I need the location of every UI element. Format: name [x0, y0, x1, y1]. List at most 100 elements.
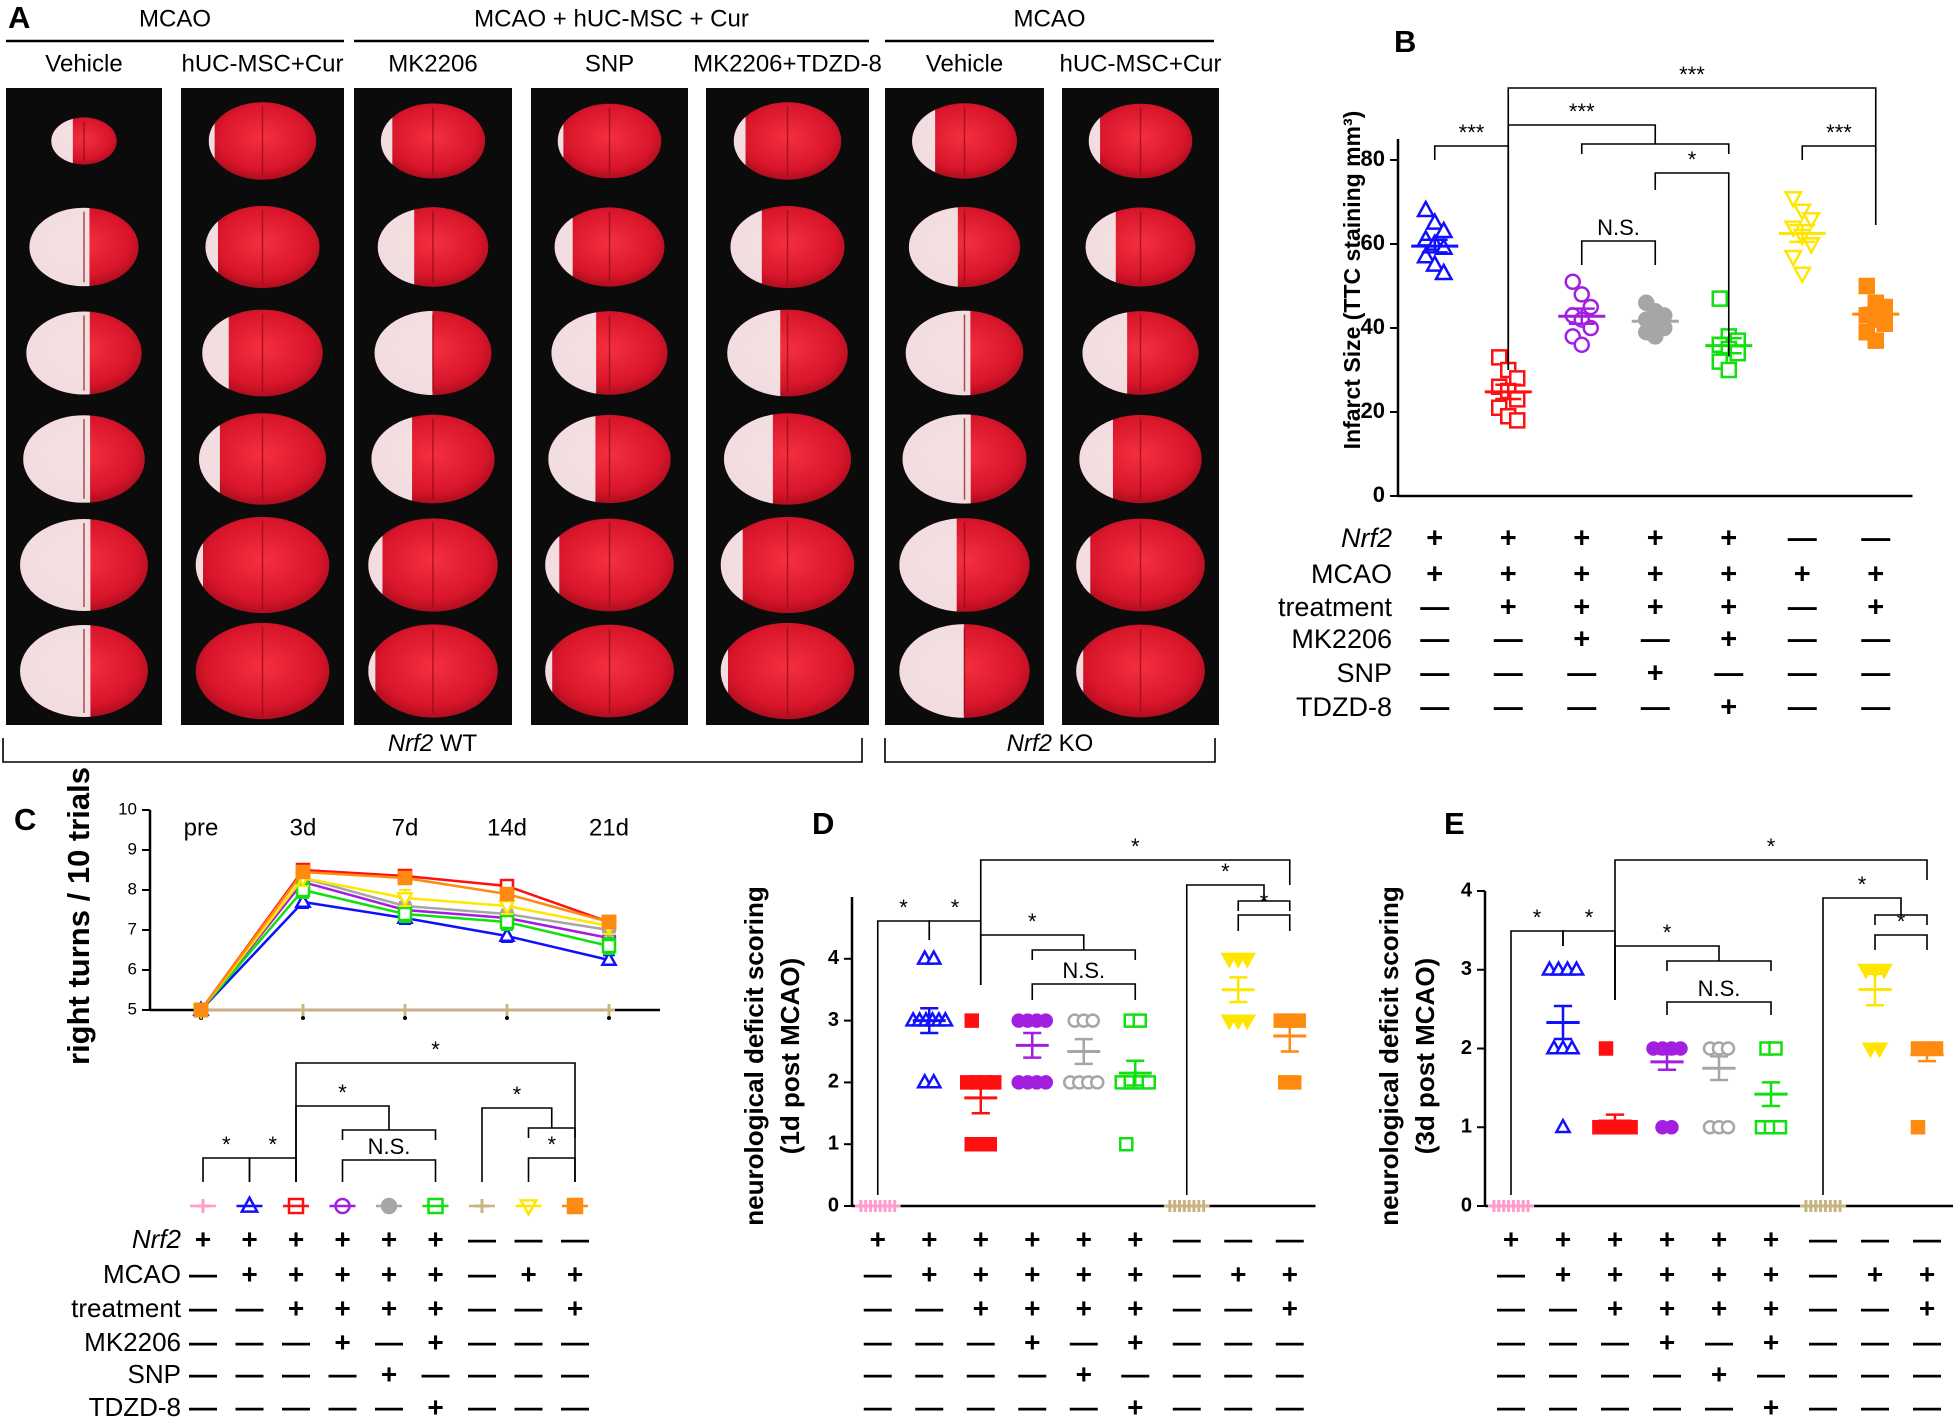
x-tick — [607, 1016, 611, 1020]
row-label: MK2206 — [84, 1327, 181, 1357]
significance-bracket — [1031, 983, 1137, 1000]
table-sign: — — [282, 1358, 310, 1389]
table-sign: + — [1024, 1223, 1040, 1254]
data-point — [1038, 1013, 1053, 1028]
data-point — [1720, 361, 1737, 379]
table-sign: — — [1173, 1326, 1201, 1357]
row-label: MCAO — [103, 1259, 181, 1289]
table-sign: — — [1224, 1292, 1252, 1323]
table-sign: + — [195, 1223, 211, 1254]
data-point — [1801, 211, 1822, 230]
data-point — [294, 892, 312, 909]
table-sign: + — [1573, 592, 1590, 624]
data-point — [396, 891, 414, 908]
table-sign: — — [1494, 658, 1523, 690]
table-sign: — — [1601, 1326, 1629, 1357]
significance-label: N.S. — [1698, 976, 1741, 1001]
y-tick-label: 2 — [1461, 1037, 1472, 1059]
significance-bracket — [1614, 859, 1928, 1000]
table-sign: — — [375, 1326, 403, 1357]
data-point — [1711, 290, 1728, 307]
x-tick — [505, 1016, 509, 1020]
table-sign: — — [1641, 624, 1670, 656]
significance-bracket — [1666, 1001, 1772, 1015]
table-sign: — — [468, 1358, 496, 1389]
table-sign: + — [1720, 559, 1737, 591]
table-sign: — — [1224, 1358, 1252, 1389]
error-bar — [971, 1081, 990, 1115]
row-label: Nrf2 — [132, 1224, 182, 1254]
table-sign: — — [1861, 523, 1890, 555]
data-point — [1564, 273, 1581, 291]
y-axis-label: neurological deficit scoring — [1374, 886, 1404, 1226]
table-sign: + — [1573, 559, 1590, 591]
table-sign: — — [1420, 692, 1449, 724]
table-sign: + — [1711, 1223, 1727, 1254]
table-sign: — — [1420, 624, 1449, 656]
table-sign: + — [334, 1223, 350, 1254]
data-point — [601, 914, 617, 930]
significance-label: * — [1858, 872, 1867, 897]
table-sign: — — [1224, 1391, 1252, 1422]
table-sign: + — [1127, 1292, 1143, 1323]
table-sign: — — [864, 1258, 892, 1289]
table-sign: + — [1500, 592, 1517, 624]
table-sign: + — [567, 1292, 583, 1323]
error-bar — [1657, 1052, 1677, 1072]
infarct-area — [1076, 624, 1084, 718]
panel-letter: B — [1394, 24, 1416, 59]
photo-background — [706, 88, 869, 725]
x-category-label: pre — [184, 814, 219, 841]
data-point — [1238, 952, 1256, 969]
table-sign: + — [973, 1223, 989, 1254]
table-sign: + — [427, 1391, 443, 1422]
error-bar — [1568, 307, 1595, 326]
table-sign: + — [1024, 1258, 1040, 1289]
row-label: SNP — [1336, 658, 1392, 688]
data-point — [1424, 254, 1445, 272]
significance-bracket — [979, 859, 1291, 985]
table-sign: — — [1549, 1358, 1577, 1389]
table-sign: — — [1494, 624, 1523, 656]
table-sign: — — [1809, 1326, 1837, 1357]
infarct-area — [380, 103, 393, 179]
table-sign: — — [1121, 1358, 1149, 1389]
significance-bracket — [1237, 914, 1291, 931]
table-sign: — — [1861, 1326, 1889, 1357]
significance-label: N.S. — [1597, 215, 1640, 240]
y-tick-label: 7 — [128, 919, 137, 938]
table-sign: + — [1555, 1223, 1571, 1254]
table-sign: — — [1224, 1326, 1252, 1357]
significance-label: *** — [1679, 62, 1705, 87]
table-sign: — — [1788, 658, 1817, 690]
x-category-label: 7d — [392, 814, 419, 841]
table-sign: + — [1867, 559, 1884, 591]
significance-bracket — [481, 1107, 576, 1182]
significance-label: * — [1131, 834, 1140, 859]
table-sign: + — [1127, 1223, 1143, 1254]
table-sign: + — [1076, 1223, 1092, 1254]
data-point — [600, 950, 618, 967]
table-sign: + — [921, 1223, 937, 1254]
data-point — [1090, 1075, 1105, 1090]
table-sign: + — [1919, 1292, 1935, 1323]
table-sign: — — [515, 1358, 543, 1389]
table-sign: — — [1861, 624, 1890, 656]
data-point — [1870, 1042, 1889, 1059]
legend-marker — [518, 1199, 539, 1217]
error-bar — [1126, 1059, 1145, 1087]
table-sign: + — [1659, 1326, 1675, 1357]
y-axis-label: Infarct Size (TTC staining mm³) — [1339, 111, 1365, 450]
x-category-label: 14d — [487, 814, 527, 841]
significance-bracket — [1801, 145, 1877, 225]
data-point — [1415, 245, 1436, 264]
table-sign: — — [1494, 692, 1523, 724]
data-point — [1598, 1041, 1614, 1056]
table-sign: + — [973, 1258, 989, 1289]
table-sign: — — [236, 1391, 264, 1422]
significance-label: * — [547, 1132, 556, 1157]
table-sign: — — [1276, 1391, 1304, 1422]
photo-background — [181, 88, 344, 725]
table-sign: + — [1720, 624, 1737, 656]
table-sign: — — [864, 1326, 892, 1357]
